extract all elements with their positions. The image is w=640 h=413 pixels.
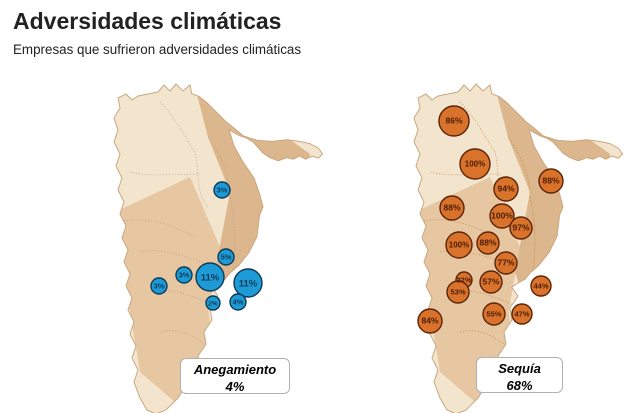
svg-text:44%: 44% xyxy=(533,282,548,291)
svg-text:11%: 11% xyxy=(201,273,220,284)
svg-text:3%: 3% xyxy=(154,282,165,291)
svg-text:2%: 2% xyxy=(208,301,218,308)
svg-text:3%: 3% xyxy=(217,186,228,195)
svg-text:86%: 86% xyxy=(445,116,462,126)
svg-text:97%: 97% xyxy=(512,223,529,233)
svg-text:88%: 88% xyxy=(443,203,460,213)
svg-text:84%: 84% xyxy=(421,316,438,326)
svg-text:94%: 94% xyxy=(497,184,514,194)
svg-text:4%: 4% xyxy=(233,298,244,307)
svg-text:88%: 88% xyxy=(542,176,559,186)
svg-text:3%: 3% xyxy=(179,271,190,280)
svg-text:100%: 100% xyxy=(491,211,513,221)
svg-text:53%: 53% xyxy=(450,288,465,297)
svg-text:57%: 57% xyxy=(482,277,499,287)
svg-text:100%: 100% xyxy=(449,241,469,250)
svg-text:77%: 77% xyxy=(497,258,514,268)
svg-text:88%: 88% xyxy=(479,238,496,248)
svg-text:11%: 11% xyxy=(239,279,258,290)
svg-text:100%: 100% xyxy=(465,160,485,169)
svg-text:32%: 32% xyxy=(456,276,471,285)
svg-text:55%: 55% xyxy=(486,310,501,319)
svg-text:5%: 5% xyxy=(221,253,232,262)
svg-text:47%: 47% xyxy=(514,310,529,319)
